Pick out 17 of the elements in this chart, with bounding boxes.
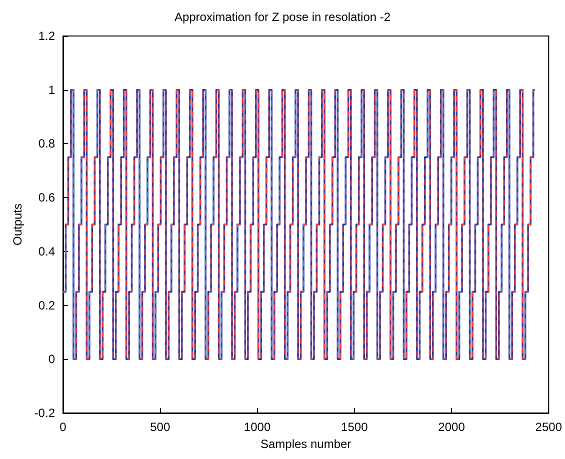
x-tick-label: 2000 <box>438 420 466 434</box>
y-tick-label: 0 <box>48 352 56 366</box>
y-axis-title: Outputs <box>10 203 24 246</box>
y-tick-label: 0.4 <box>38 244 56 258</box>
x-axis-title: Samples number <box>260 436 352 451</box>
y-tick-label: -0.2 <box>34 406 56 420</box>
x-tick-label: 1000 <box>244 420 271 434</box>
y-tick-label: 1 <box>48 82 56 97</box>
y-tick-label: 0.6 <box>38 190 56 205</box>
chart-title: Approximation for Z pose in resolation -2 <box>174 10 391 24</box>
y-tick-label: 1.2 <box>38 29 56 43</box>
x-tick-label: 500 <box>150 420 170 434</box>
y-tick-label: 0.8 <box>38 136 56 151</box>
x-tick-label: 0 <box>60 420 67 434</box>
x-tick-label: 1500 <box>341 420 368 434</box>
y-tick-label: 0.2 <box>38 298 56 312</box>
x-tick-label: 2500 <box>535 420 562 434</box>
